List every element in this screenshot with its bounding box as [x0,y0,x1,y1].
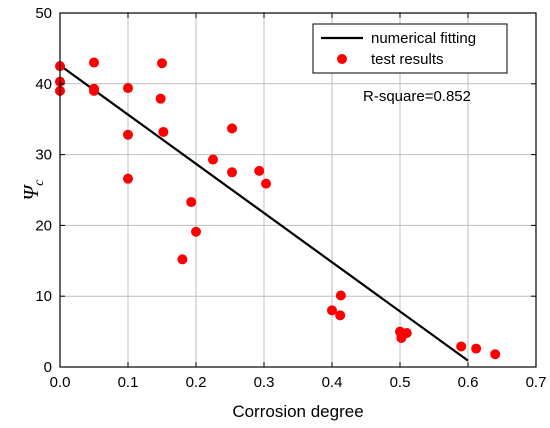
test-result-point [89,85,99,96]
test-result-point [227,167,238,178]
x-tick-label: 0.2 [186,374,207,391]
y-axis-title: Ψc [19,179,47,201]
x-tick-label: 0.5 [390,374,411,391]
y-tick-label: 40 [35,76,52,93]
x-tick-label: 0.4 [322,374,343,391]
test-result-point [208,154,218,165]
test-result-point [123,129,133,140]
y-tick-label: 30 [35,147,52,164]
x-tick-label: 0.0 [50,374,71,391]
legend-marker-swatch [337,54,347,64]
legend-label-test: test results [371,51,444,68]
x-tick-label: 0.7 [526,374,547,391]
test-result-point [89,57,99,68]
y-tick-label: 50 [35,5,52,22]
test-result-point [456,341,467,352]
test-result-point [157,58,167,69]
numerical-fitting-line [59,64,469,362]
test-result-point [155,93,166,104]
test-result-point [191,226,201,237]
y-tick-label: 20 [35,217,52,234]
test-result-point [335,290,346,301]
fit-line-layer [59,64,469,362]
test-result-point [186,197,197,208]
x-tick-label: 0.1 [118,374,139,391]
test-result-point [401,328,412,339]
test-result-point [261,178,272,189]
y-tick-label: 10 [35,288,52,305]
test-result-point [471,343,482,354]
legend-label-fitting: numerical fitting [371,30,476,47]
y-axis-title-sub: c [32,179,47,186]
r-square-annotation: R-square=0.852 [363,88,471,105]
axis-ticks: 0.0 0.1 0.2 0.3 0.4 0.5 0.6 0.7 0 10 20 30 40 50 [35,5,546,391]
x-axis-title: Corrosion degree [232,402,363,421]
test-result-point [335,310,346,321]
y-axis-title-main: Ψ [19,183,43,200]
test-result-point [227,123,238,134]
test-result-point [123,173,133,184]
y-tick-label: 0 [44,359,52,376]
plot-frame [59,12,537,368]
test-result-point [490,349,501,360]
x-tick-label: 0.3 [254,374,275,391]
test-result-point [123,83,133,94]
test-result-point [158,126,169,137]
test-result-point [254,165,265,176]
x-tick-label: 0.6 [458,374,479,391]
legend: numerical fitting test results [312,23,508,74]
test-result-point [177,254,188,265]
legend-box [312,23,508,74]
test-result-point [327,305,337,316]
